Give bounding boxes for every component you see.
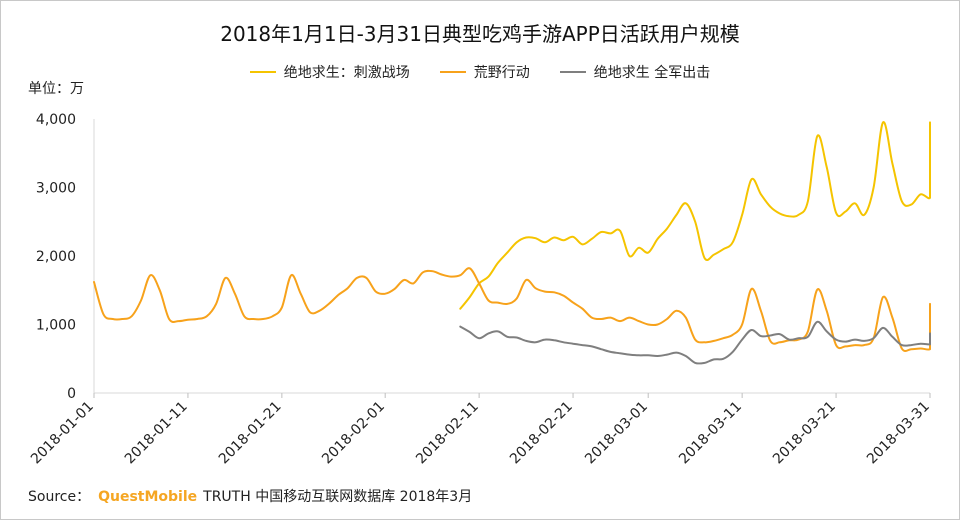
x-tick-label: 2018-03-11: [676, 399, 745, 468]
legend-swatch: [559, 71, 586, 73]
y-tick-label: 1,000: [36, 318, 76, 334]
y-tick-label: 0: [67, 386, 76, 402]
legend-label: 绝地求生 全军出击: [593, 65, 711, 81]
x-tick-label: 2018-01-11: [122, 399, 191, 468]
source-prefix: Source：: [28, 489, 91, 505]
x-tick-label: 2018-03-01: [582, 399, 651, 468]
legend-swatch: [439, 71, 466, 73]
x-tick-label: 2018-01-21: [216, 399, 285, 468]
series-line-2: [459, 320, 931, 365]
series-lines: [93, 121, 931, 365]
x-tick-label: 2018-02-21: [507, 399, 576, 468]
x-tick-label: 2018-01-01: [28, 399, 97, 468]
source-brand: QuestMobile: [98, 489, 198, 505]
chart-title: 2018年1月1日-3月31日典型吃鸡手游APP日活跃用户规模: [220, 22, 740, 46]
legend-label: 绝地求生：刺激战场: [283, 65, 410, 81]
y-tick-label: 2,000: [36, 249, 76, 265]
x-tick-label: 2018-03-21: [770, 399, 839, 468]
x-tick-label: 2018-02-11: [413, 399, 482, 468]
y-tick-label: 3,000: [36, 181, 76, 197]
legend-item: 荒野行动: [439, 62, 530, 82]
x-tick-label: 2018-02-01: [319, 399, 388, 468]
unit-label: 单位：万: [28, 81, 84, 97]
legend: 绝地求生：刺激战场 荒野行动 绝地求生 全军出击: [0, 62, 960, 82]
legend-swatch: [249, 71, 276, 73]
series-line-0: [459, 121, 931, 310]
axes: 0 1,000 2,000 3,000 4,000 2018-01-01 2018-01-1…: [28, 112, 933, 467]
source-note: Source： QuestMobile TRUTH 中国移动互联网数据库 2018年…: [28, 486, 472, 506]
series-line-1: [93, 267, 931, 352]
legend-item: 绝地求生：刺激战场: [249, 62, 410, 82]
y-tick-label: 4,000: [36, 112, 76, 128]
x-tick-label: 2018-03-31: [864, 399, 933, 468]
legend-label: 荒野行动: [473, 65, 530, 81]
source-text: TRUTH 中国移动互联网数据库 2018年3月: [203, 489, 473, 505]
legend-item: 绝地求生 全军出击: [559, 62, 711, 82]
